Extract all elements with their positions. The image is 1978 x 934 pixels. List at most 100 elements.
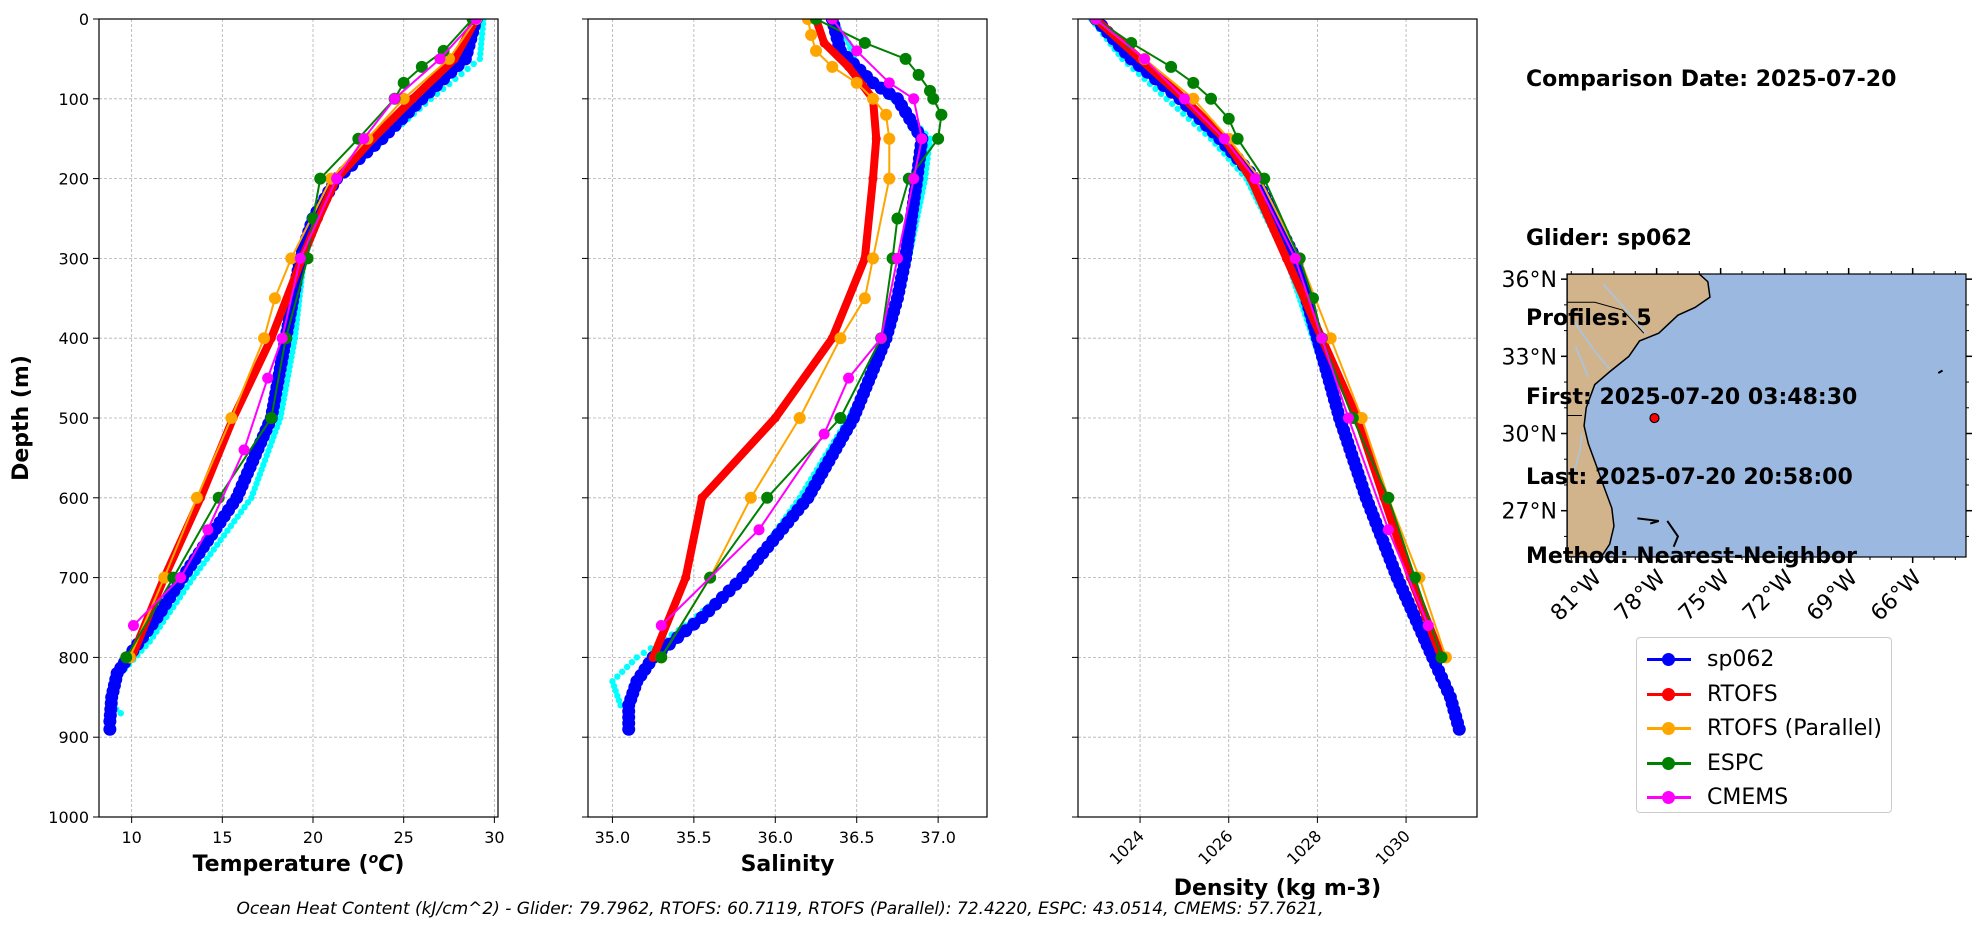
y-axis-label: Depth (m) [9,355,34,481]
data-point [1408,571,1421,584]
data-point [1178,93,1190,105]
data-point [276,332,288,344]
data-point [285,252,298,265]
data-point [1422,619,1434,631]
y-tick-label: 0 [79,10,89,29]
x-axis-label: Temperature (oC) [193,851,405,877]
data-point [202,524,214,536]
data-point [655,619,667,631]
data-point [633,654,641,661]
data-point [916,133,928,145]
data-point [234,513,241,520]
series-line [660,19,891,659]
y-tick-label: 600 [58,489,89,508]
x-axis-label: Salinity [741,852,835,877]
data-point [1281,253,1291,263]
series-glider [1089,19,1466,736]
data-point [908,173,920,185]
x-tick-label: 35.5 [676,828,712,847]
island [1666,520,1680,548]
map-frame [1566,273,1967,558]
series-group [1088,19,1466,736]
data-point [183,584,190,591]
legend-label: CMEMS [1707,785,1789,810]
data-point [478,30,486,38]
data-point [158,571,171,584]
data-point [1139,53,1150,65]
legend-marker [1662,722,1675,735]
series-line [649,19,881,662]
data-point [834,332,847,345]
legend: sp062 RTOFS RTOFS (Parallel) ESPC CMEMS [1636,637,1892,813]
glider-name: Glider: sp062 [1526,226,1692,251]
data-point [628,658,636,666]
data-point [231,518,238,525]
data-point [926,140,933,147]
axes-frame [1077,18,1478,818]
state-border [1567,301,1645,334]
data-point [217,536,224,544]
series-line [660,19,943,659]
data-point [851,45,863,57]
series-cmems [127,19,482,631]
panel-salinity: 35.0 35.5 36.0 36.5 37.0 Salinity [582,18,988,877]
info-block: Comparison Date: 2025-07-20 Glider: sp06… [1526,14,1896,597]
river [1570,317,1611,370]
data-point [927,92,940,105]
data-point [753,524,765,536]
data-point [912,68,925,81]
legend-label: sp062 [1707,647,1775,672]
data-point [241,503,248,511]
data-point [619,668,626,675]
profile-count: Profiles: 5 [1526,305,1652,331]
data-point [805,28,818,41]
data-point [1090,19,1102,25]
data-point [844,62,854,72]
y-tick-label: 1000 [48,808,89,827]
y-tick-label: 700 [58,569,89,588]
data-point [818,428,830,440]
data-point [819,38,829,48]
data-point [858,292,871,305]
y-tick-label: 500 [58,409,89,428]
data-point [1187,92,1200,105]
y-tick-label: 900 [58,728,89,747]
series-line [128,19,478,659]
data-point [622,722,636,736]
data-point [476,55,484,63]
data-point [1316,332,1328,344]
x-tick-label: 10 [121,828,141,847]
data-point [868,174,878,184]
x-tick-label: 37.0 [920,828,956,847]
data-point [127,619,139,631]
data-point [415,60,428,73]
data-point [477,45,484,53]
data-point [883,172,896,185]
data-point [932,132,945,145]
data-point [1435,651,1448,664]
data-point [196,565,204,572]
legend-label: RTOFS [1707,681,1778,707]
legend-marker [1662,756,1675,770]
data-point [186,579,194,586]
series-line [1091,19,1464,734]
data-point [262,372,274,384]
data-point [220,532,228,539]
data-point [210,546,217,553]
data-point [1249,173,1261,185]
river [1574,345,1590,378]
x-tick-label: 15 [212,828,232,847]
data-point [697,493,707,503]
data-point [478,40,485,48]
data-point [875,332,887,344]
land [1567,274,1711,557]
series-espc [1089,19,1448,664]
data-point [1157,90,1165,98]
data-point [640,649,648,657]
data-point [358,133,370,145]
data-point [238,444,250,456]
data-point [1342,412,1354,424]
data-point [464,65,471,73]
data-point [891,212,904,225]
glider-position-marker [1649,412,1660,424]
